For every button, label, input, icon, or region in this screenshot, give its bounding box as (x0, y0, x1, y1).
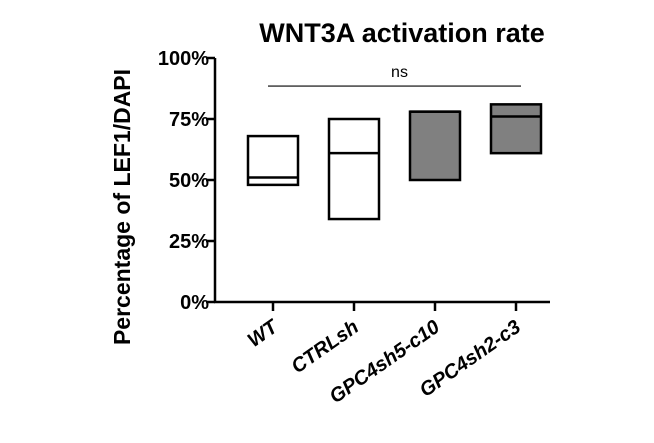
y-axis-label: Percentage of LEF1/DAPI (109, 69, 135, 345)
significance-label: ns (391, 64, 408, 81)
y-tick-label: 50% (169, 170, 209, 192)
box-GPC4sh2-c3 (489, 103, 543, 155)
y-ticks: 0% 25% 50% 75% 100% (158, 48, 215, 314)
boxes (246, 103, 543, 221)
box-GPC4sh5-c10 (408, 110, 462, 182)
y-tick-label: 75% (169, 109, 209, 131)
chart-title: WNT3A activation rate (259, 18, 545, 48)
x-tick-label: CTRLsh (287, 316, 362, 378)
y-tick-label: 25% (169, 231, 209, 253)
x-tick-label: WT (244, 315, 284, 352)
y-tick-label: 100% (158, 48, 209, 70)
box-CTRLsh (327, 117, 381, 221)
annotations: ns (268, 64, 521, 87)
y-tick-label: 0% (180, 292, 209, 314)
